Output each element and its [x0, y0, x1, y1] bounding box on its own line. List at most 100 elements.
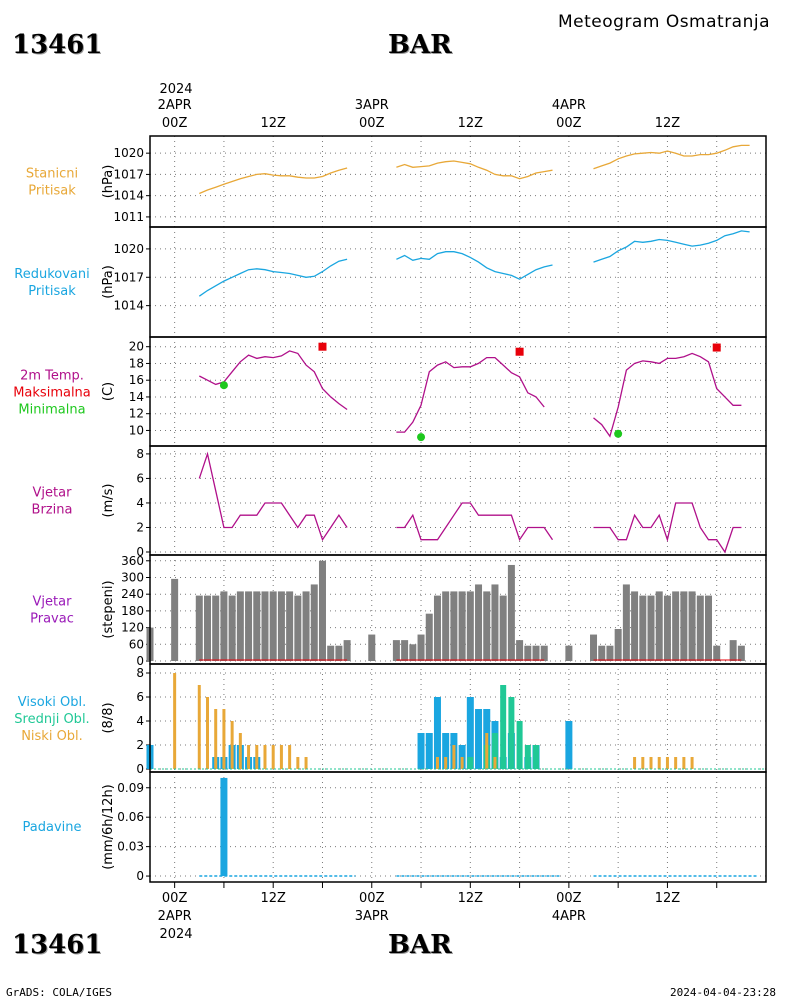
station-id-top: 13461 — [12, 30, 103, 60]
max-temp-marker — [712, 343, 721, 352]
cloud-bar — [682, 757, 686, 769]
value-bar — [688, 591, 696, 661]
cloud-bar — [444, 757, 448, 769]
cloud-bar — [467, 757, 474, 769]
cloud-bar — [238, 733, 242, 769]
series-line — [593, 144, 750, 170]
value-bar — [639, 595, 647, 661]
series-line — [396, 502, 554, 542]
bottom-time-tick-label: 12Z — [655, 891, 681, 906]
chart-title: Meteogram Osmatranja — [558, 12, 771, 32]
value-bar — [491, 584, 499, 661]
y-tick-label: 0.06 — [117, 810, 144, 824]
value-bar — [598, 645, 606, 661]
top-time-tick-label: 00Z — [359, 116, 385, 131]
value-bar — [277, 591, 285, 661]
panel-frame — [149, 336, 767, 447]
y-tick-label: 180 — [121, 604, 144, 618]
cloud-bar — [665, 757, 669, 769]
cloud-bar — [435, 757, 439, 769]
value-bar — [392, 640, 400, 661]
panel-label: Redukovani — [14, 267, 89, 282]
cloud-bar — [491, 733, 498, 769]
y-axis-unit-label: (m/s) — [101, 484, 116, 518]
y-tick-label: 2 — [136, 738, 144, 752]
y-tick-label: 0 — [136, 869, 144, 883]
footer-credit: GrADS: COLA/IGES — [6, 986, 112, 999]
bottom-date-label: 4APR — [552, 909, 586, 924]
y-tick-label: 6 — [136, 690, 144, 704]
bottom-time-tick-label: 00Z — [162, 891, 188, 906]
cloud-bar — [279, 745, 283, 769]
value-bar — [286, 591, 294, 661]
value-bar — [318, 560, 326, 661]
bottom-time-tick-label: 00Z — [556, 891, 582, 906]
value-bar — [606, 645, 614, 661]
top-time-tick-label: 12Z — [458, 116, 484, 131]
panel-label: Vjetar — [33, 595, 73, 610]
value-bar — [203, 595, 211, 661]
value-bar — [532, 645, 540, 661]
value-bar — [327, 645, 335, 661]
value-bar — [631, 591, 639, 661]
series-line — [198, 258, 348, 297]
y-tick-label: 1020 — [113, 242, 144, 256]
cloud-bar — [533, 745, 540, 769]
cloud-bar — [433, 697, 441, 769]
max-temp-marker — [318, 342, 327, 351]
series-line — [198, 451, 348, 542]
min-temp-marker — [219, 381, 228, 390]
panel-reduced_pressure — [146, 226, 767, 338]
cloud-bar — [247, 745, 251, 769]
bottom-time-tick-label: 12Z — [260, 891, 286, 906]
y-tick-label: 300 — [121, 570, 144, 584]
cloud-bar — [690, 757, 694, 769]
panel-label: Minimalna — [18, 403, 85, 418]
top-time-tick-label: 12Z — [260, 116, 286, 131]
cloud-bar — [500, 685, 507, 769]
cloud-bar — [442, 733, 450, 769]
bottom-time-tick-label: 00Z — [359, 891, 385, 906]
panel-label: Brzina — [32, 503, 73, 518]
bottom-year-label: 2024 — [159, 927, 192, 942]
cloud-bar — [524, 745, 531, 769]
value-bar — [622, 584, 630, 661]
station-name-bottom: BAR — [388, 930, 452, 960]
y-tick-label: 16 — [129, 373, 144, 387]
max-temp-marker — [515, 347, 524, 356]
value-bar — [614, 628, 622, 661]
y-tick-label: 1011 — [113, 210, 144, 224]
series-line — [199, 350, 348, 411]
cloud-bar — [485, 733, 489, 769]
value-bar — [507, 564, 515, 661]
y-tick-label: 120 — [121, 621, 144, 635]
y-tick-label: 60 — [129, 637, 144, 651]
cloud-bar — [508, 697, 515, 769]
y-tick-label: 0 — [136, 545, 144, 559]
min-temp-marker — [417, 433, 426, 442]
y-tick-label: 12 — [129, 407, 144, 421]
y-tick-label: 4 — [136, 496, 144, 510]
y-axis-unit-label: (stepeni) — [101, 580, 116, 638]
value-bar — [696, 595, 704, 661]
value-bar — [737, 645, 745, 661]
top-time-tick-label: 12Z — [655, 116, 681, 131]
cloud-bar — [493, 757, 497, 769]
panel-label: Srednji Obl. — [14, 712, 89, 727]
value-bar — [261, 591, 269, 661]
panel-label: 2m Temp. — [20, 369, 84, 384]
value-bar — [220, 777, 228, 877]
top-date-label: 3APR — [355, 98, 389, 113]
panel-label: Maksimalna — [13, 386, 91, 401]
value-bar — [417, 634, 425, 661]
cloud-bar — [460, 757, 464, 769]
cloud-bar — [288, 745, 292, 769]
cloud-bar — [296, 757, 300, 769]
value-bar — [672, 591, 680, 661]
top-time-tick-label: 00Z — [556, 116, 582, 131]
y-tick-label: 0.03 — [117, 840, 144, 854]
station-id-bottom: 13461 — [12, 930, 103, 960]
value-bar — [253, 591, 261, 661]
value-bar — [590, 634, 598, 661]
y-axis-unit-label: (hPa) — [101, 265, 116, 299]
